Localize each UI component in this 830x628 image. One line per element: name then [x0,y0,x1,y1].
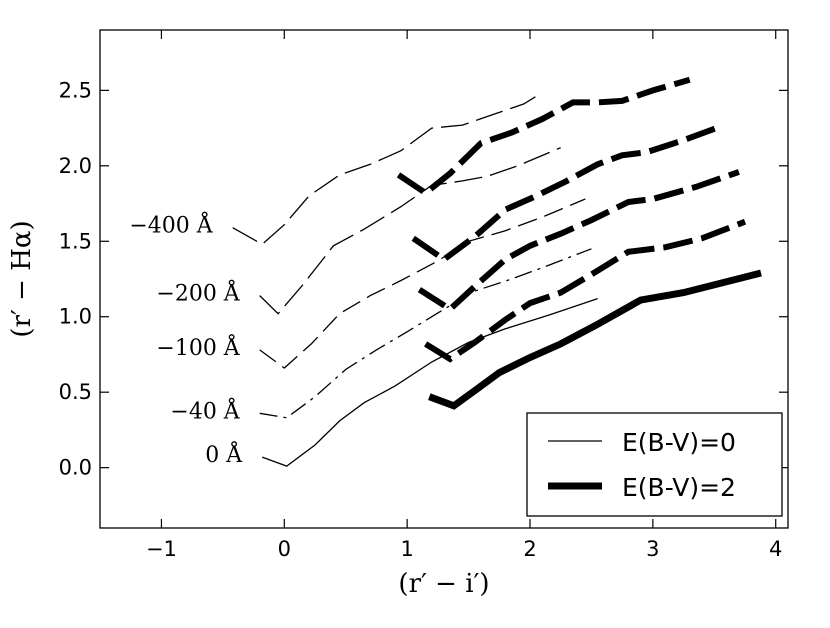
x-tick-label: 4 [769,537,782,561]
y-tick-label: 0.0 [59,456,92,480]
y-tick-label: 1.0 [59,305,92,329]
ticks-layer: −1 0 1 2 3 4 0.0 0.5 1.0 1.5 2.0 2.5 [59,30,788,561]
y-axis-label: (r′ − Hα) [7,220,37,337]
x-tick-label: 3 [646,537,659,561]
ew-label: −100 Å [156,333,240,361]
x-tick-label: 1 [400,537,413,561]
x-axis-label: (r′ − i′) [398,569,489,599]
series-line [259,248,592,419]
y-tick-label: 0.5 [59,380,92,404]
series-line [232,95,537,246]
legend-box [526,412,783,517]
x-tick-label: 2 [523,537,536,561]
ew-label: −200 Å [156,279,240,307]
series-line [411,123,722,264]
x-tick-label: 0 [278,537,291,561]
y-tick-label: 2.0 [59,154,92,178]
series-line [428,269,762,410]
x-tick-label: −1 [146,537,177,561]
series-line [396,76,691,197]
series-line [417,169,740,313]
series-line [259,147,561,315]
y-tick-label: 2.5 [59,78,92,102]
y-tick-label: 1.5 [59,229,92,253]
series-line [424,218,747,363]
ew-labels-layer: 0 Å −40 Å −100 Å −200 Å −400 Å [129,211,243,468]
legend: E(B-V)=0 E(B-V)=2 [526,412,783,517]
ew-label: 0 Å [205,440,243,468]
ew-label: −400 Å [129,211,213,239]
legend-label-e0: E(B-V)=0 [622,428,736,457]
series-line [261,297,598,467]
plot-frame [99,29,789,529]
ew-label: −40 Å [170,396,240,424]
series-line [259,198,586,369]
series-layer [232,76,762,467]
legend-label-e2: E(B-V)=2 [622,473,736,502]
